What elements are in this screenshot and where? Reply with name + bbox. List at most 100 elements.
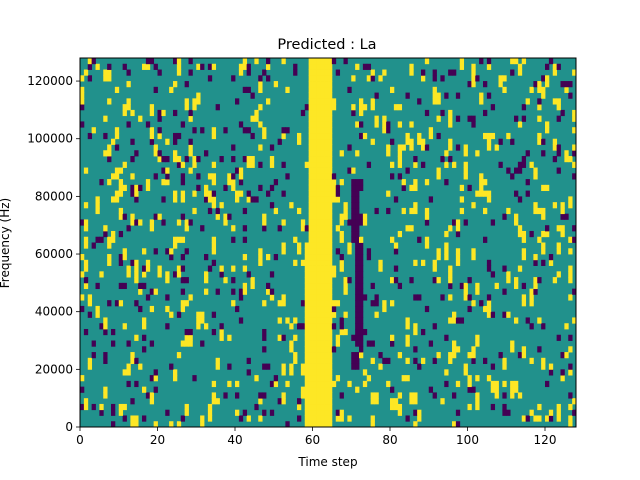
heatmap-cell	[568, 81, 573, 88]
heatmap-cell	[312, 127, 317, 134]
heatmap-cell	[304, 386, 310, 393]
heatmap-cell	[359, 311, 364, 318]
heatmap-cell	[308, 219, 313, 226]
heatmap-cell	[153, 173, 158, 180]
heatmap-cell	[486, 300, 492, 307]
heatmap-cell	[250, 161, 255, 168]
heatmap-cell	[204, 184, 209, 192]
heatmap-cell	[328, 259, 333, 266]
heatmap-cell	[157, 213, 162, 220]
heatmap-cell	[312, 104, 317, 111]
heatmap-cell	[328, 415, 333, 422]
heatmap-cell	[316, 167, 321, 174]
heatmap-cell	[393, 248, 399, 255]
heatmap-cell	[130, 259, 135, 266]
heatmap-cell	[308, 317, 313, 324]
heatmap-cell	[390, 161, 395, 168]
heatmap-cell	[328, 311, 333, 318]
heatmap-cell	[231, 300, 236, 307]
heatmap-cell	[312, 225, 317, 232]
heatmap-cell	[339, 230, 344, 238]
heatmap-cell	[413, 392, 418, 399]
heatmap-cell	[564, 352, 569, 359]
heatmap-cell	[390, 277, 395, 284]
heatmap-cell	[312, 150, 317, 157]
heatmap-cell	[545, 415, 550, 422]
heatmap-cell	[525, 415, 530, 422]
heatmap-cell	[149, 288, 155, 295]
heatmap-cell	[548, 369, 554, 376]
heatmap-cell	[114, 144, 120, 151]
heatmap-cell	[355, 317, 360, 324]
heatmap-cell	[297, 132, 302, 140]
heatmap-cell	[328, 156, 333, 163]
heatmap-cell	[95, 207, 100, 215]
heatmap-cell	[316, 121, 321, 128]
heatmap-cell	[324, 375, 329, 382]
heatmap-cell	[452, 69, 457, 76]
heatmap-cell	[207, 403, 213, 411]
heatmap-cell	[173, 81, 178, 88]
heatmap-cell	[328, 127, 333, 134]
heatmap-cell	[80, 403, 85, 411]
heatmap-cell	[436, 132, 441, 140]
heatmap-cell	[479, 58, 484, 65]
heatmap-cell	[413, 421, 418, 428]
heatmap-cell	[297, 398, 302, 405]
heatmap-cell	[568, 346, 573, 353]
heatmap-cell	[161, 179, 166, 186]
heatmap-cell	[541, 184, 546, 192]
heatmap-cell	[316, 277, 321, 284]
heatmap-cell	[514, 167, 519, 174]
heatmap-cell	[118, 207, 124, 215]
heatmap-cell	[316, 259, 321, 266]
heatmap-cell	[541, 363, 546, 370]
heatmap-cell	[510, 340, 515, 347]
heatmap-cell	[149, 305, 155, 313]
heatmap-cell	[192, 207, 197, 215]
heatmap-cell	[560, 230, 565, 238]
heatmap-cell	[328, 58, 333, 65]
heatmap-cell	[347, 277, 352, 284]
heatmap-cell	[126, 369, 131, 376]
heatmap-cell	[312, 115, 317, 122]
heatmap-cell	[254, 375, 259, 382]
heatmap-cell	[316, 127, 321, 134]
heatmap-cell	[316, 386, 321, 393]
heatmap-cell	[393, 242, 399, 249]
heatmap-cell	[362, 213, 368, 220]
heatmap-cell	[149, 225, 155, 232]
heatmap-cell	[238, 179, 244, 186]
heatmap-cell	[312, 173, 317, 180]
heatmap-cell	[308, 132, 313, 140]
heatmap-cell	[324, 398, 329, 405]
heatmap-cell	[180, 213, 186, 220]
heatmap-cell	[409, 392, 414, 399]
heatmap-cell	[87, 357, 93, 364]
heatmap-cell	[320, 265, 325, 272]
heatmap-cell	[126, 225, 131, 232]
heatmap-cell	[165, 305, 170, 313]
heatmap-cell	[207, 415, 213, 422]
heatmap-cell	[397, 144, 403, 151]
heatmap-cell	[320, 75, 325, 82]
heatmap-cell	[122, 109, 127, 117]
heatmap-cell	[328, 230, 333, 238]
heatmap-cell	[324, 81, 329, 88]
heatmap-cell	[359, 132, 364, 140]
heatmap-cell	[145, 259, 151, 266]
heatmap-cell	[134, 196, 139, 203]
heatmap-cell	[506, 207, 511, 215]
heatmap-cell	[359, 346, 364, 353]
heatmap-cell	[165, 277, 170, 284]
heatmap-cell	[413, 357, 418, 364]
heatmap-cell	[328, 207, 333, 215]
heatmap-cell	[421, 75, 426, 82]
heatmap-cell	[107, 236, 112, 243]
heatmap-cell	[157, 69, 162, 76]
heatmap-cell	[211, 380, 217, 388]
heatmap-cell	[308, 69, 313, 76]
heatmap-cell	[355, 277, 360, 284]
heatmap-cell	[409, 121, 414, 128]
heatmap-cell	[355, 311, 360, 318]
